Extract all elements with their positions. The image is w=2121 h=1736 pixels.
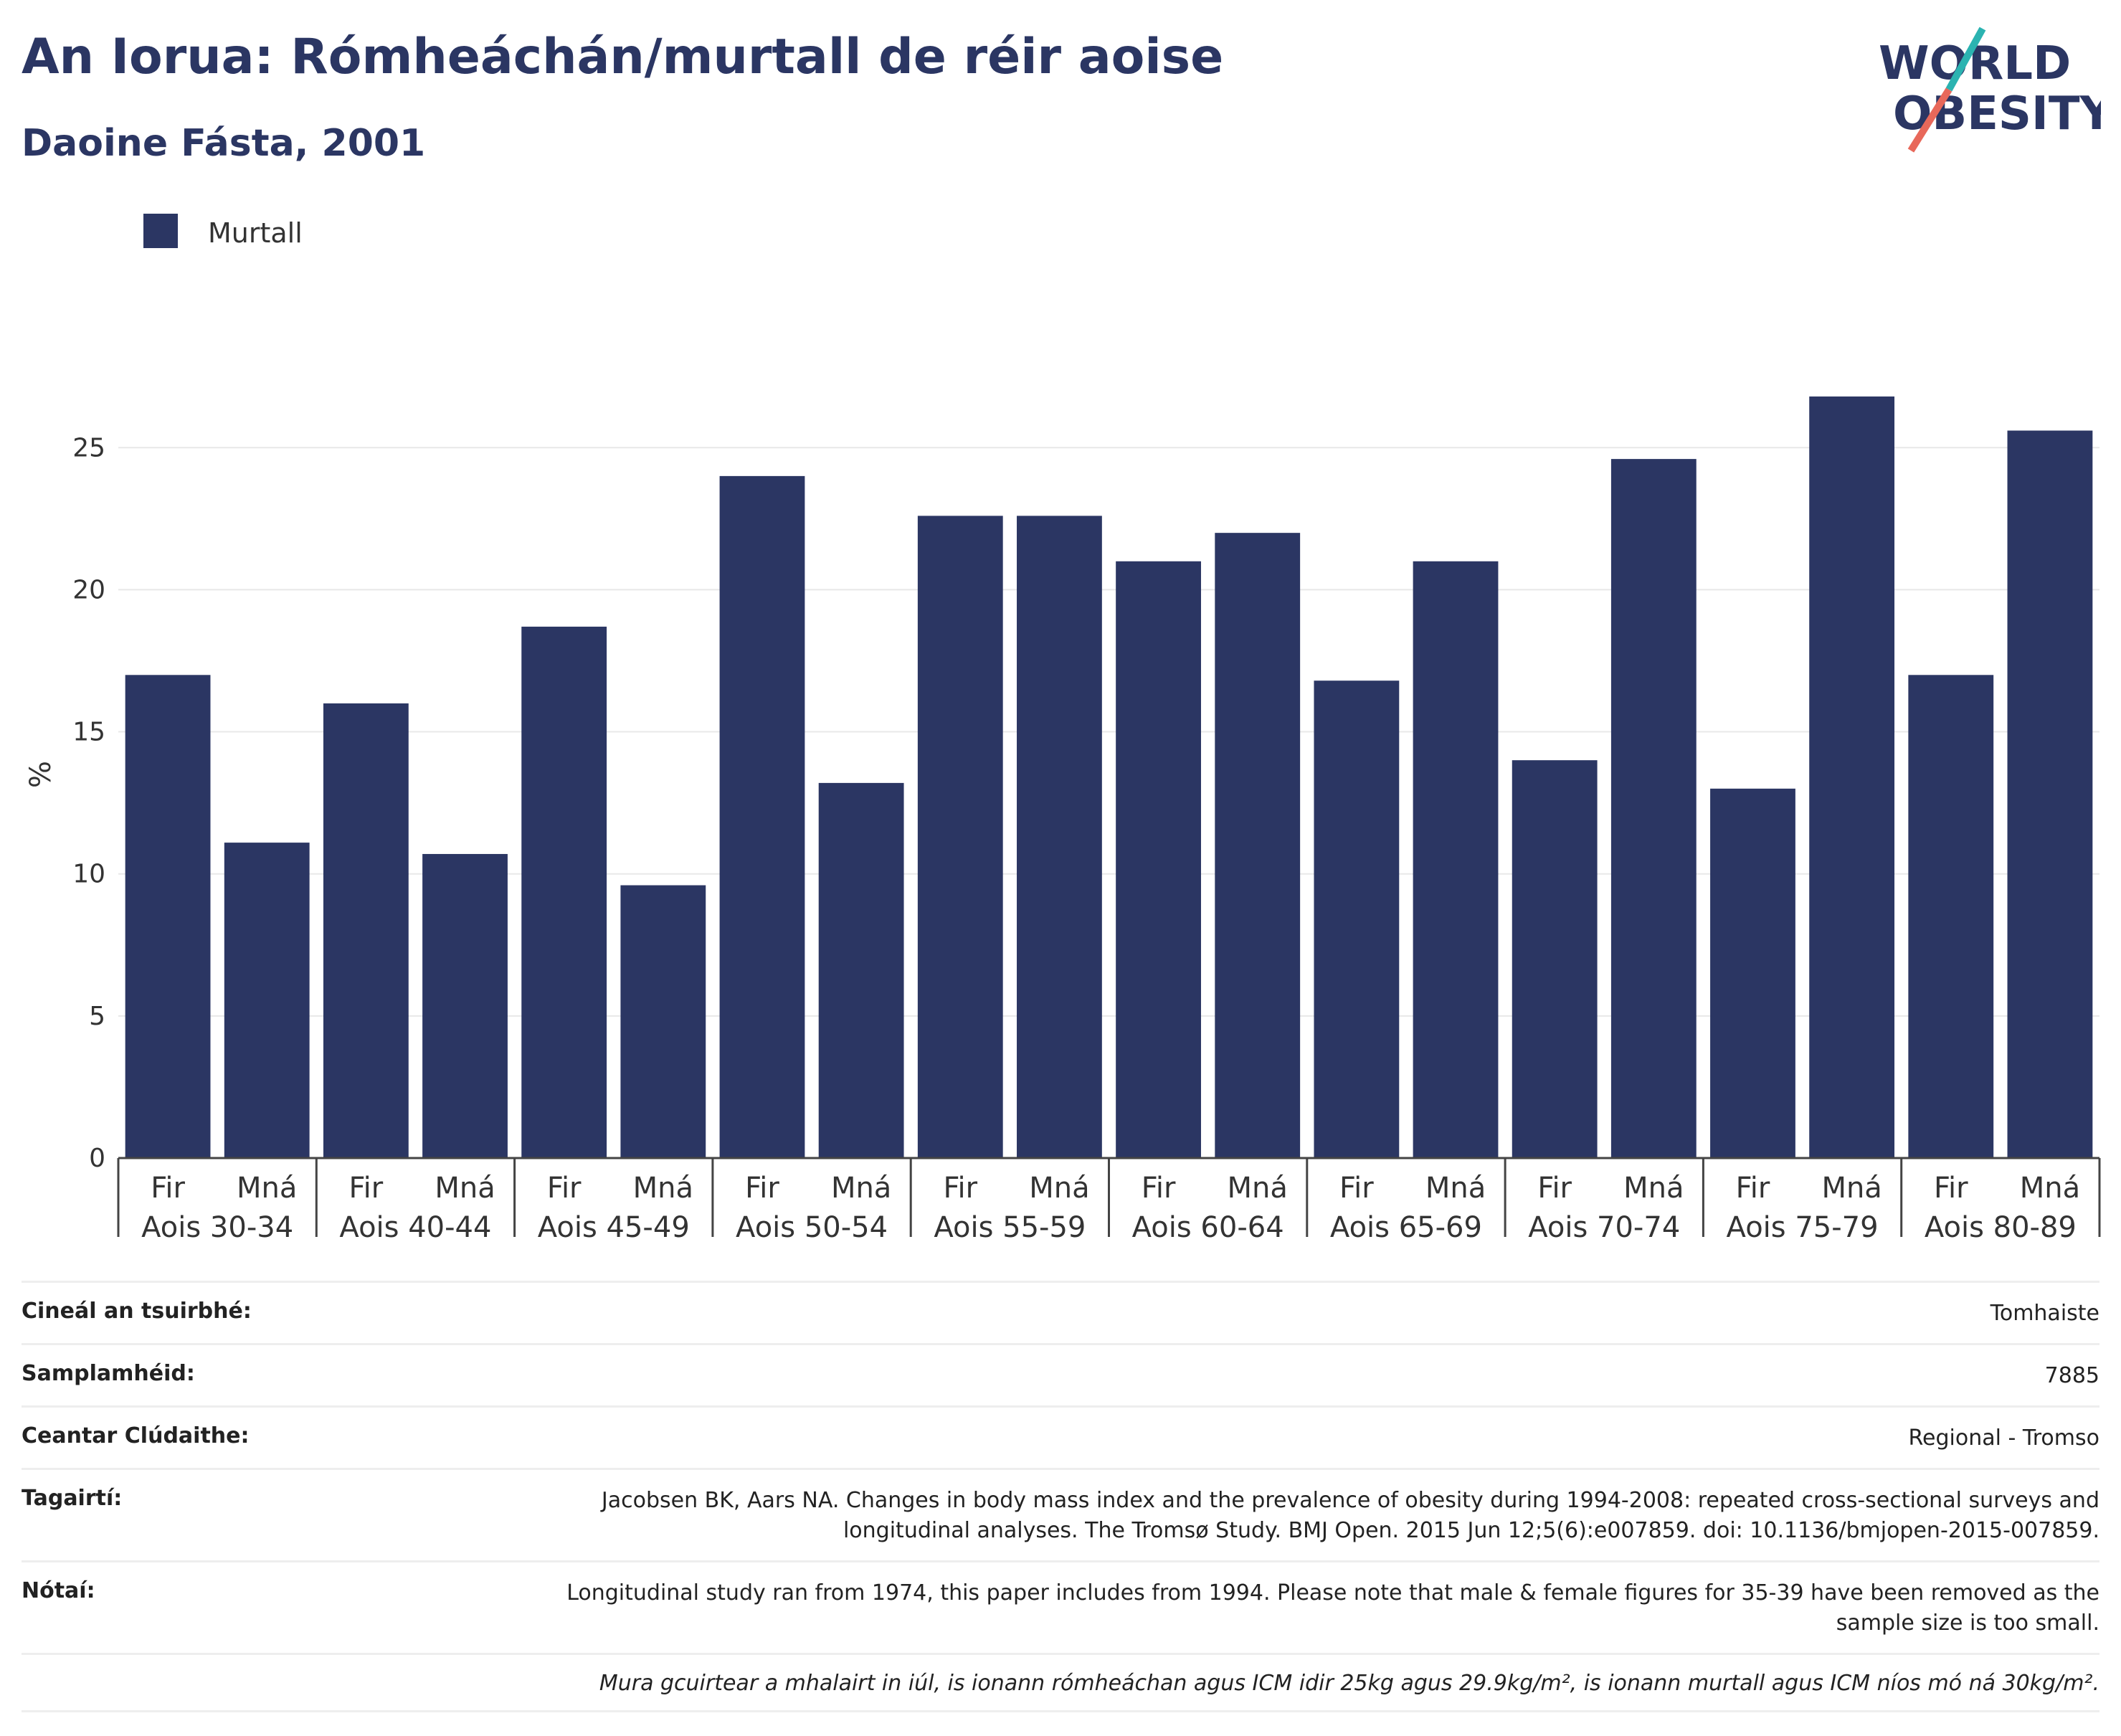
info-value: Longitudinal study ran from 1974, this p… bbox=[566, 1580, 2099, 1636]
x-tick-label: Mná bbox=[1029, 1172, 1089, 1205]
info-row: Tagairtí: Jacobsen BK, Aars NA. Changes … bbox=[22, 1468, 2099, 1560]
group-label: Aois 60-64 bbox=[1132, 1211, 1284, 1244]
group-label: Aois 50-54 bbox=[736, 1211, 888, 1244]
bar bbox=[1116, 561, 1201, 1158]
logo-word-2: OBESITY bbox=[1893, 87, 2101, 141]
bar bbox=[521, 626, 607, 1158]
y-tick-label: 20 bbox=[72, 575, 105, 604]
x-tick-label: Fir bbox=[349, 1172, 384, 1205]
bar bbox=[1215, 533, 1301, 1158]
x-tick-label: Mná bbox=[435, 1172, 495, 1205]
info-label: Cineál an tsuirbhé: bbox=[22, 1299, 252, 1324]
group-label: Aois 30-34 bbox=[141, 1211, 293, 1244]
info-value: Tomhaiste bbox=[1990, 1301, 2099, 1326]
logo-slash-coral bbox=[1907, 87, 1952, 153]
x-tick-label: Mná bbox=[1821, 1172, 1882, 1205]
group-label: Aois 65-69 bbox=[1330, 1211, 1482, 1244]
bar bbox=[1809, 396, 1895, 1158]
logo-slash-teal bbox=[1945, 27, 1986, 92]
group-label: Aois 40-44 bbox=[339, 1211, 491, 1244]
info-table: Cineál an tsuirbhé: Tomhaiste Samplamhéi… bbox=[22, 1281, 2099, 1712]
bar bbox=[422, 853, 508, 1158]
x-tick-label: Mná bbox=[831, 1172, 891, 1205]
x-tick-label: Fir bbox=[745, 1172, 779, 1205]
bar bbox=[1710, 788, 1795, 1158]
y-tick-label: 15 bbox=[72, 718, 105, 747]
bar bbox=[1512, 760, 1598, 1158]
x-tick-label: Fir bbox=[547, 1172, 582, 1205]
info-row: Ceantar Clúdaithe: Regional - Tromso bbox=[22, 1405, 2099, 1468]
info-value: Jacobsen BK, Aars NA. Changes in body ma… bbox=[601, 1488, 2099, 1543]
x-tick-label: Fir bbox=[943, 1172, 977, 1205]
info-row: Cineál an tsuirbhé: Tomhaiste bbox=[22, 1281, 2099, 1343]
bar bbox=[1908, 675, 1994, 1158]
world-obesity-logo: WORLD OBESITY bbox=[1879, 27, 2101, 153]
y-tick-label: 5 bbox=[89, 1002, 105, 1031]
bar bbox=[1314, 680, 1400, 1158]
info-label: Ceantar Clúdaithe: bbox=[22, 1423, 250, 1448]
x-tick-label: Mná bbox=[237, 1172, 297, 1205]
bar bbox=[1610, 459, 1697, 1158]
footnote: Mura gcuirtear a mhalairt in iúl, is ion… bbox=[22, 1653, 2099, 1712]
bar bbox=[719, 475, 805, 1158]
bar bbox=[1413, 561, 1499, 1158]
info-value: Regional - Tromso bbox=[1908, 1426, 2099, 1451]
group-label: Aois 70-74 bbox=[1528, 1211, 1680, 1244]
y-tick-label: 0 bbox=[89, 1144, 105, 1173]
chart-subtitle: Daoine Fásta, 2001 bbox=[22, 122, 426, 165]
chart-title: An Iorua: Rómheáchán/murtall de réir aoi… bbox=[22, 29, 1224, 85]
legend-swatch bbox=[143, 214, 178, 248]
x-tick-label: Fir bbox=[1934, 1172, 1968, 1205]
bar bbox=[224, 843, 310, 1158]
legend-label: Murtall bbox=[208, 217, 303, 249]
x-tick-label: Fir bbox=[1339, 1172, 1374, 1205]
bar bbox=[620, 885, 706, 1158]
y-tick-label: 25 bbox=[72, 433, 105, 463]
bar bbox=[917, 516, 1003, 1158]
info-value: 7885 bbox=[2044, 1363, 2099, 1388]
x-tick-label: Mná bbox=[2020, 1172, 2080, 1205]
bar bbox=[2007, 430, 2093, 1158]
info-label: Nótaí: bbox=[22, 1578, 95, 1603]
bar bbox=[125, 675, 211, 1158]
x-tick-label: Fir bbox=[151, 1172, 185, 1205]
x-tick-label: Mná bbox=[633, 1172, 693, 1205]
y-axis-label: % bbox=[24, 761, 57, 788]
y-tick-label: 10 bbox=[72, 860, 105, 889]
info-row: Nótaí: Longitudinal study ran from 1974,… bbox=[22, 1560, 2099, 1653]
bar-chart: 0 5 10 15 20 25% Fir Mná Fir Mná Fir Mná Fir Mná Fir Mn… bbox=[24, 214, 2101, 1244]
group-label: Aois 55-59 bbox=[934, 1211, 1086, 1244]
group-label: Aois 45-49 bbox=[538, 1211, 690, 1244]
x-tick-label: Fir bbox=[1537, 1172, 1572, 1205]
info-row: Samplamhéid: 7885 bbox=[22, 1343, 2099, 1405]
bar bbox=[818, 782, 904, 1158]
x-tick-label: Mná bbox=[1425, 1172, 1486, 1205]
info-label: Tagairtí: bbox=[22, 1486, 123, 1511]
x-tick-label: Fir bbox=[1736, 1172, 1770, 1205]
group-label: Aois 80-89 bbox=[1925, 1211, 2077, 1244]
bar bbox=[1017, 516, 1102, 1158]
group-label: Aois 75-79 bbox=[1727, 1211, 1879, 1244]
x-tick-label: Fir bbox=[1142, 1172, 1176, 1205]
info-label: Samplamhéid: bbox=[22, 1361, 195, 1386]
bar bbox=[323, 703, 409, 1158]
x-tick-label: Mná bbox=[1228, 1172, 1288, 1205]
x-tick-label: Mná bbox=[1623, 1172, 1684, 1205]
